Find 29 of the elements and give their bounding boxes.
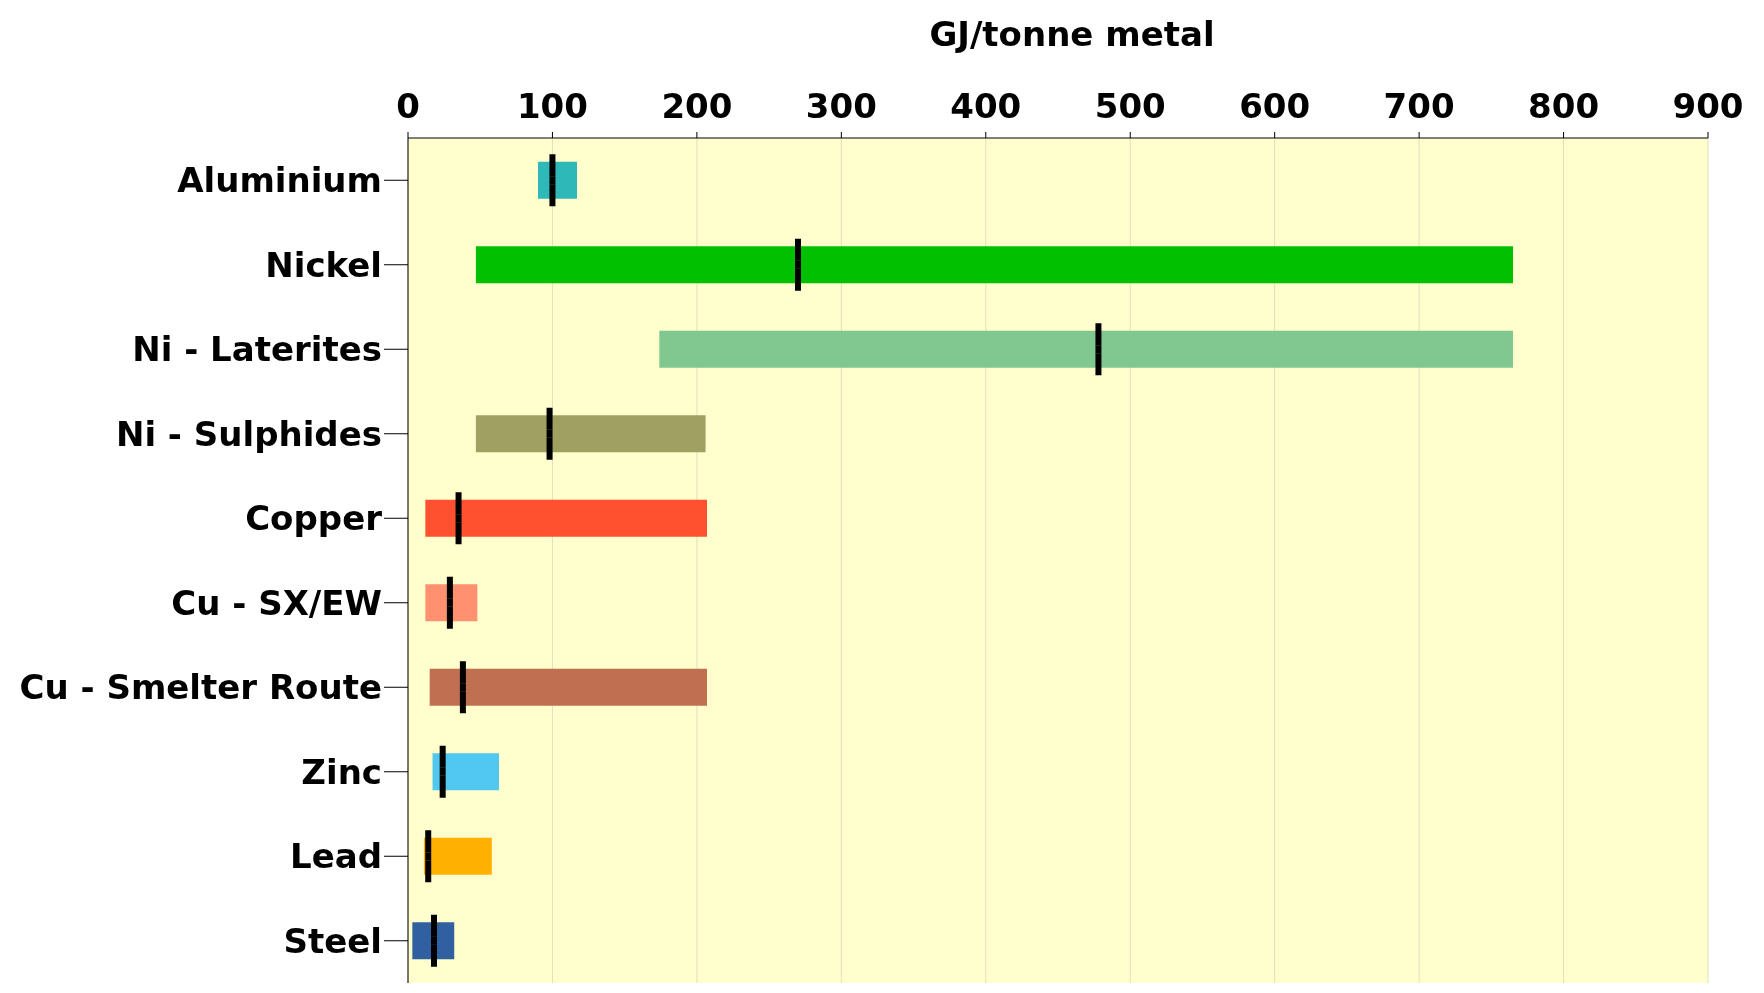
point [549,176,556,185]
x-tick-label: 200 [661,86,733,126]
y-tick-label: Ni - Sulphides [115,413,382,454]
point [439,767,446,776]
x-tick-label: 300 [805,86,877,126]
y-tick-label: Copper [245,498,383,539]
y-tick-label: Aluminium [177,160,382,201]
point [1095,345,1102,354]
y-tick-label: Nickel [265,244,382,285]
x-tick-label: 800 [1528,86,1600,126]
y-tick-label: Zinc [301,751,382,792]
y-tick-label: Steel [283,920,382,961]
x-tick-label: 400 [950,86,1022,126]
x-tick-label: 900 [1672,86,1744,126]
x-tick-label: 600 [1239,86,1311,126]
y-tick-label: Ni - Laterites [132,329,382,370]
point [459,683,466,692]
x-tick-label: 0 [396,86,420,126]
x-tick-label: 500 [1094,86,1166,126]
x-tick-label: 100 [516,86,588,126]
y-tick-label: Cu - SX/EW [171,582,382,623]
point [425,852,432,861]
point [446,598,453,607]
point [455,514,462,523]
x-axis-title: GJ/tonne metal [928,14,1216,54]
y-tick-label: Cu - Smelter Route [19,667,382,708]
x-tick-label: 700 [1383,86,1455,126]
point [546,429,553,438]
y-tick-label: Lead [289,836,382,877]
